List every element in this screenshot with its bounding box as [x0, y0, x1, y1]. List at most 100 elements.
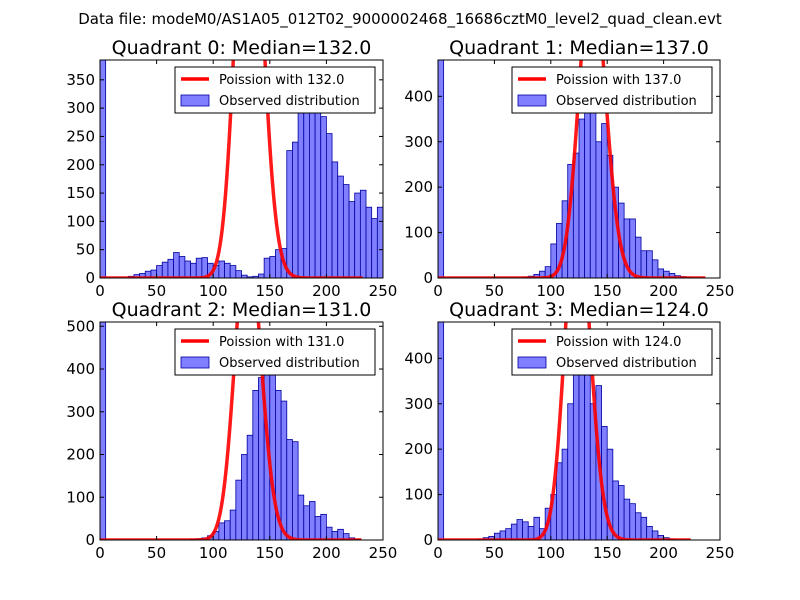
x-tick-label: 50: [485, 544, 504, 562]
figure-suptitle: Data file: modeM0/AS1A05_012T02_90000024…: [78, 10, 722, 29]
histogram-bar: [269, 256, 276, 278]
histogram-bar: [629, 503, 636, 540]
histogram-bar: [522, 521, 529, 540]
axes-frame: [99, 321, 384, 541]
histogram-bar: [389, 238, 395, 278]
histogram-bar: [342, 533, 350, 540]
y-tick-label: 300: [404, 133, 433, 151]
y-tick-label: 0: [423, 531, 433, 549]
histogram-bar: [235, 479, 242, 540]
x-tick-label: 200: [649, 282, 678, 300]
histogram-bar: [623, 498, 631, 540]
histogram-bar: [337, 175, 344, 278]
y-tick-label: 300: [404, 395, 433, 413]
x-tick-label: 50: [147, 544, 166, 562]
legend: Poission with 137.0 Observed distribution: [511, 66, 713, 114]
x-tick-label: 250: [369, 544, 398, 562]
y-tick-label: 500: [66, 317, 95, 335]
legend-observed-label: Observed distribution: [556, 356, 697, 371]
histogram-bar: [382, 226, 383, 278]
histogram-bar: [297, 494, 305, 540]
quadrant-1-panel: 0 50 100 150 200 250 0 100 200 300 400 Quadrant 1: …: [404, 37, 735, 300]
y-tick-label: 100: [66, 488, 95, 506]
histogram-bar: [325, 133, 333, 278]
histogram-bar: [371, 218, 378, 278]
legend: Poission with 124.0 Observed distribution: [511, 328, 713, 376]
y-tick-label: 350: [66, 71, 95, 89]
histogram-bar: [156, 265, 163, 278]
x-tick-label: 150: [593, 544, 622, 562]
quadrant-0-panel: 0 50 100 150 200 250 0 50 100 150 200 250 300 350 Quad…: [66, 37, 423, 300]
histogram-bar: [195, 257, 203, 278]
histogram-bar: [280, 400, 288, 540]
legend-observed-swatch: [180, 356, 210, 369]
x-tick-label: 250: [706, 544, 735, 562]
x-tick-label: 150: [255, 544, 284, 562]
histogram-bar: [178, 256, 186, 278]
histogram-bar: [229, 265, 237, 278]
y-tick-label: 250: [66, 127, 95, 145]
quadrant-panels: 0 50 100 150 200 250 0 50 100 150 200 250 300 350 Quad…: [66, 37, 735, 562]
histogram-bar: [629, 218, 636, 278]
histogram-bar: [601, 123, 608, 278]
histogram-bar: [572, 367, 580, 540]
histogram-bar: [348, 201, 356, 278]
legend-observed-label: Observed distribution: [219, 94, 360, 109]
histogram-bar: [292, 441, 299, 540]
axes-frame: [99, 59, 384, 279]
histogram-bar: [320, 116, 327, 278]
histogram-bar: [292, 141, 299, 278]
histogram-bar: [406, 258, 412, 278]
axes-frame: [437, 321, 721, 541]
histogram-bar: [246, 434, 254, 540]
x-tick-label: 150: [593, 282, 622, 300]
x-tick-label: 250: [706, 282, 735, 300]
y-tick-label: 0: [85, 531, 95, 549]
axes-frame: [437, 59, 721, 279]
y-tick-label: 200: [66, 156, 95, 174]
y-tick-label: 100: [66, 212, 95, 230]
x-tick-label: 50: [147, 282, 166, 300]
histogram-bar: [297, 107, 305, 278]
histogram-bar: [417, 270, 423, 278]
quadrant-1-title: Quadrant 1: Median=137.0: [449, 37, 709, 59]
histogram-bar: [161, 261, 169, 278]
x-tick-label: 0: [433, 282, 443, 300]
histogram-bar: [184, 260, 191, 278]
x-tick-label: 50: [485, 282, 504, 300]
histogram-bar: [218, 260, 225, 278]
histogram-bar: [167, 258, 174, 278]
legend-poisson-label: Poission with 132.0: [219, 73, 344, 88]
histogram-bar: [510, 523, 518, 540]
x-tick-label: 200: [312, 544, 341, 562]
plot-area: [100, 60, 423, 278]
poisson-curve: [100, 322, 363, 540]
histogram-bar: [394, 244, 400, 278]
histogram-bar: [438, 60, 445, 278]
legend-poisson-label: Poission with 124.0: [556, 335, 681, 350]
x-tick-label: 0: [433, 544, 443, 562]
x-tick-label: 0: [95, 544, 105, 562]
histogram-bar: [218, 522, 225, 540]
histogram-bar: [354, 192, 361, 278]
x-tick-label: 100: [536, 282, 565, 300]
histogram-bar: [651, 259, 659, 278]
histogram-bar: [640, 516, 648, 540]
histogram-bar: [365, 206, 373, 278]
histogram-bar: [646, 525, 653, 540]
histogram-bar: [516, 519, 524, 540]
histogram-bar: [567, 403, 574, 540]
histogram-bar: [309, 85, 316, 278]
histogram-bar: [100, 60, 107, 278]
histogram-bar: [286, 150, 293, 278]
histogram-bar: [235, 270, 242, 278]
histogram-bar: [314, 516, 322, 540]
histogram-bar: [359, 189, 367, 278]
legend: Poission with 131.0 Observed distribution: [174, 328, 376, 376]
y-tick-label: 50: [76, 241, 95, 259]
histogram-bar: [438, 322, 445, 540]
histogram-bar: [320, 513, 327, 540]
x-tick-label: 100: [199, 282, 228, 300]
legend-observed-swatch: [517, 94, 547, 107]
legend-observed-swatch: [517, 356, 547, 369]
